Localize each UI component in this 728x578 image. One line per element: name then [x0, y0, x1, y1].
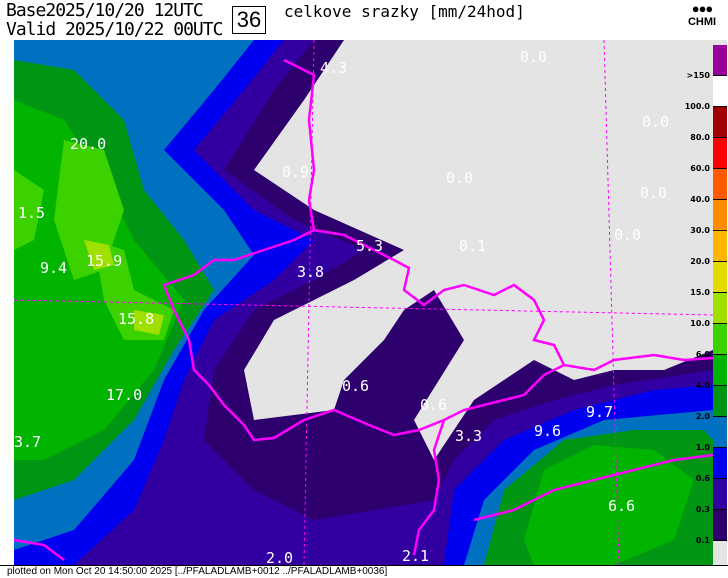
legend-label: 15.0	[690, 288, 710, 297]
precip-value-label: 3.3	[455, 427, 482, 445]
legend-label: 2.0	[695, 412, 710, 421]
lat-lon-grid	[14, 40, 714, 565]
legend-swatch	[713, 262, 727, 293]
precip-value-label: 0.0	[640, 184, 667, 202]
legend-label: 20.0	[690, 257, 710, 266]
precip-value-label: 6.6	[608, 497, 635, 515]
precip-value-label: 9.7	[586, 403, 613, 421]
legend-swatch	[713, 355, 727, 386]
precipitation-map: 4.3 0.0 0.0 20.0 0.9 0.0 1.5 5.3 0.1 0.0 0.0 9.4 15.…	[14, 40, 727, 565]
precip-value-label: 0.0	[520, 48, 547, 66]
precip-value-label: 1.5	[18, 204, 45, 222]
legend-swatch	[713, 324, 727, 355]
base-time-value: 2025/10/20 12UTC	[45, 0, 203, 21]
legend-swatch	[713, 45, 727, 76]
value-labels: 4.3 0.0 0.0 20.0 0.9 0.0 1.5 5.3 0.1 0.0 0.0 9.4 15.…	[14, 48, 669, 565]
legend-label: 100.0	[684, 102, 710, 111]
precip-value-label: 17.0	[106, 386, 142, 404]
precip-value-label: 0.0	[446, 169, 473, 187]
legend-swatch	[713, 510, 727, 541]
color-legend	[713, 45, 727, 572]
base-label: Base	[6, 0, 46, 21]
legend-label: >150	[686, 71, 710, 80]
precip-value-label: 0.9	[282, 163, 309, 181]
legend-label: 0.1	[695, 536, 710, 545]
precip-value-label: 20.0	[70, 135, 106, 153]
valid-time: Valid 2025/10/22 00UTC	[6, 19, 223, 40]
precip-value-label: 0.1	[459, 237, 486, 255]
legend-label: 30.0	[690, 226, 710, 235]
precip-area-6.0	[14, 140, 174, 340]
lead-hours-box: 36	[232, 6, 266, 34]
legend-swatch	[713, 76, 727, 107]
logo-text: CHMI	[687, 16, 717, 28]
precip-value-label: 0.6	[342, 377, 369, 395]
country-borders	[14, 58, 714, 561]
precip-value-label: 2.1	[402, 547, 429, 565]
base-time: Base2025/10/20 12UTC	[6, 0, 204, 21]
legend-swatch	[713, 231, 727, 262]
legend-swatch	[713, 138, 727, 169]
precip-area-0.6	[14, 40, 713, 565]
precip-value-label: 0.0	[614, 226, 641, 244]
logo-mark: ●●●	[691, 1, 714, 16]
valid-time-value: 2025/10/22 00UTC	[65, 19, 223, 40]
legend-swatch	[713, 293, 727, 324]
legend-swatch	[713, 448, 727, 479]
precip-value-label: 3.8	[297, 263, 324, 281]
legend-label: 80.0	[690, 133, 710, 142]
precip-value-label: 15.9	[86, 252, 122, 270]
legend-swatch	[713, 107, 727, 138]
legend-swatch	[713, 200, 727, 231]
legend-label: 1.0	[695, 443, 710, 452]
precip-value-label: 15.8	[118, 310, 154, 328]
precip-value-label: 9.6	[534, 422, 561, 440]
legend-label: 0.3	[695, 505, 710, 514]
legend-label: 6.0	[695, 350, 710, 359]
product-title: celkove srazky [mm/24hod]	[284, 2, 525, 21]
legend-swatch	[713, 386, 727, 417]
legend-label: 10.0	[690, 319, 710, 328]
precip-value-label: 4.3	[320, 59, 347, 77]
precip-area-10.0	[84, 240, 164, 335]
legend-label: 40.0	[690, 195, 710, 204]
precip-value-label: 0.0	[642, 113, 669, 131]
plot-footer: plotted on Mon Oct 20 14:50:00 2025 [../…	[0, 565, 728, 578]
valid-label: Valid	[6, 19, 56, 40]
precip-value-label: 2.0	[266, 549, 293, 565]
legend-label: 0.6	[695, 474, 710, 483]
precip-value-label: 3.7	[14, 433, 41, 451]
legend-swatch	[713, 479, 727, 510]
precip-value-label: 0.6	[420, 396, 447, 414]
legend-label: 4.0	[695, 381, 710, 390]
precip-value-label: 9.4	[40, 259, 67, 277]
chmi-logo: ●●● CHMI	[684, 1, 720, 29]
legend-label: 60.0	[690, 164, 710, 173]
legend-swatch	[713, 417, 727, 448]
precip-value-label: 5.3	[356, 237, 383, 255]
legend-swatch	[713, 169, 727, 200]
